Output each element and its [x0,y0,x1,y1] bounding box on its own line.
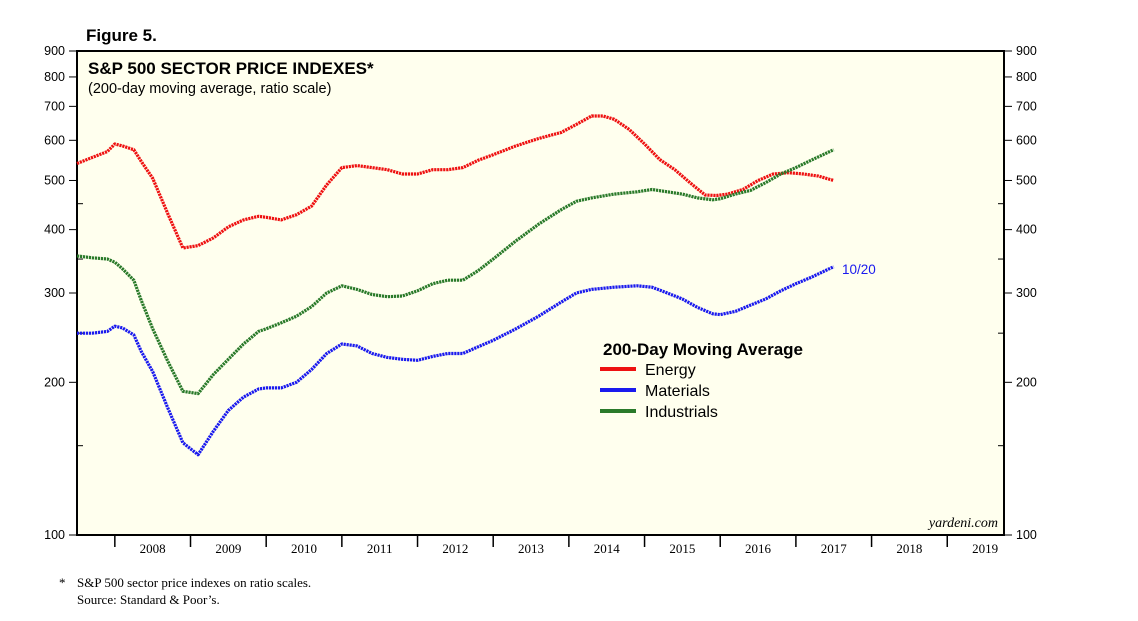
figure-label: Figure 5. [86,26,157,45]
footnote-star: * [59,575,66,590]
y-tick-label-left: 300 [44,286,65,300]
y-tick-label-right: 800 [1016,70,1037,84]
right-y-axis: 100 200 300 400 500 600 700 800 900 [998,44,1037,542]
legend-label-industrials: Industrials [645,404,718,421]
x-tick-label: 2010 [291,541,317,556]
y-tick-label-left: 400 [44,223,65,237]
y-tick-label-right: 100 [1016,528,1037,542]
x-tick-label: 2012 [442,541,468,556]
x-tick-label: 2011 [367,541,393,556]
series-line-industrials [76,148,835,396]
legend-title: 200-Day Moving Average [603,340,803,359]
chart-title: S&P 500 SECTOR PRICE INDEXES* [88,59,374,78]
y-tick-label-left: 100 [44,528,65,542]
x-tick-label: 2016 [745,541,772,556]
y-tick-label-right: 600 [1016,133,1037,147]
end-date-label: 10/20 [842,262,876,277]
y-tick-label-right: 900 [1016,44,1037,58]
footnote-line-1: S&P 500 sector price indexes on ratio sc… [77,575,311,590]
y-tick-label-right: 700 [1016,99,1037,113]
legend-label-materials: Materials [645,383,710,400]
legend-label-energy: Energy [645,362,696,379]
legend: 200-Day Moving Average Energy Materials … [600,340,803,421]
y-tick-label-left: 500 [44,173,65,187]
x-axis: 2008 2009 2010 2011 2012 2013 2014 2015 2016 2017… [114,535,998,556]
x-tick-label: 2013 [518,541,544,556]
series-layer [76,114,835,457]
source-watermark: yardeni.com [927,516,998,531]
left-y-axis: 100 200 300 400 500 600 700 800 900 [44,44,83,542]
y-tick-label-right: 400 [1016,223,1037,237]
y-tick-label-right: 300 [1016,286,1037,300]
y-tick-label-left: 200 [44,375,65,389]
x-tick-label: 2015 [669,541,695,556]
y-tick-label-right: 200 [1016,375,1037,389]
x-tick-label: 2009 [215,541,241,556]
footnote-line-2: Source: Standard & Poor’s. [77,592,220,607]
plot-area [76,50,1005,536]
series-line-materials [77,265,835,457]
x-tick-label: 2017 [821,541,848,556]
chart-subtitle: (200-day moving average, ratio scale) [88,81,331,97]
series-line-energy [76,114,835,250]
y-tick-label-left: 600 [44,133,65,147]
x-tick-label: 2014 [594,541,621,556]
x-tick-label: 2018 [896,541,922,556]
y-tick-label-left: 700 [44,99,65,113]
y-tick-label-left: 900 [44,44,65,58]
x-tick-label: 2008 [140,541,166,556]
y-tick-label-right: 500 [1016,173,1037,187]
x-tick-label: 2019 [972,541,998,556]
y-tick-label-left: 800 [44,70,65,84]
